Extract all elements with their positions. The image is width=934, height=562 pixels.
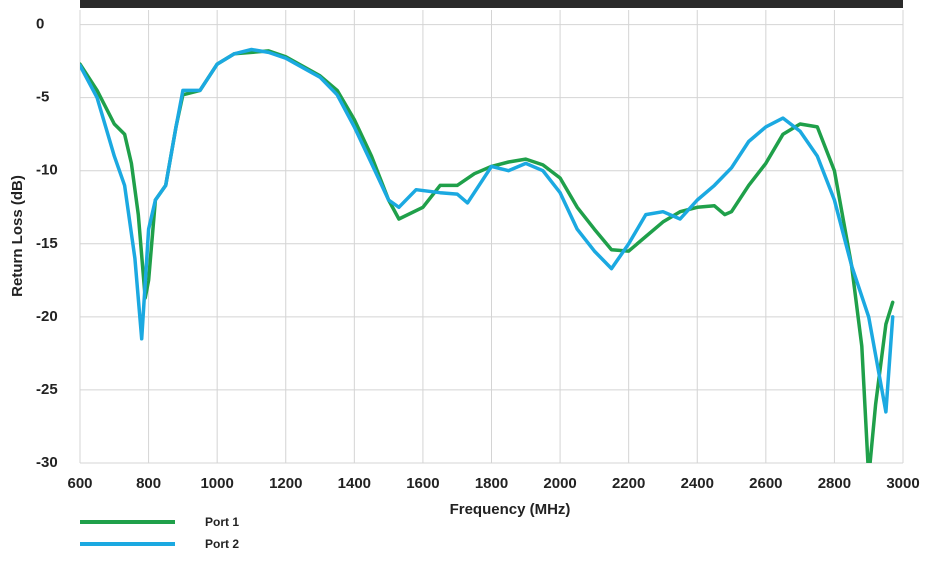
x-tick-label: 2400 xyxy=(681,475,714,492)
x-tick-label: 1800 xyxy=(475,475,508,492)
series-line xyxy=(80,49,895,463)
y-tick-label: -30 xyxy=(36,454,58,471)
series-line xyxy=(80,47,895,414)
plot xyxy=(80,47,895,463)
top-strip xyxy=(80,0,903,8)
y-tick-label: -10 xyxy=(36,162,58,179)
x-tick-label: 1200 xyxy=(269,475,302,492)
x-tick-label: 2200 xyxy=(612,475,645,492)
x-tick-label: 1600 xyxy=(406,475,439,492)
x-tick-label: 600 xyxy=(67,475,92,492)
y-tick-label: -5 xyxy=(36,89,49,106)
y-axis-label: Return Loss (dB) xyxy=(9,175,26,297)
x-axis-label: Frequency (MHz) xyxy=(450,501,571,518)
x-tick-label: 2000 xyxy=(543,475,576,492)
legend-label: Port 2 xyxy=(205,537,239,551)
x-tick-label: 800 xyxy=(136,475,161,492)
x-tick-label: 1000 xyxy=(200,475,233,492)
x-tick-label: 2800 xyxy=(818,475,851,492)
x-tick-label: 3000 xyxy=(886,475,919,492)
legend-label: Port 1 xyxy=(205,515,239,529)
x-tick-label: 1400 xyxy=(338,475,371,492)
y-tick-label: -20 xyxy=(36,308,58,325)
y-tick-label: -15 xyxy=(36,235,58,252)
x-tick-label: 2600 xyxy=(749,475,782,492)
y-tick-label: -25 xyxy=(36,381,58,398)
y-tick-label: 0 xyxy=(36,16,44,33)
